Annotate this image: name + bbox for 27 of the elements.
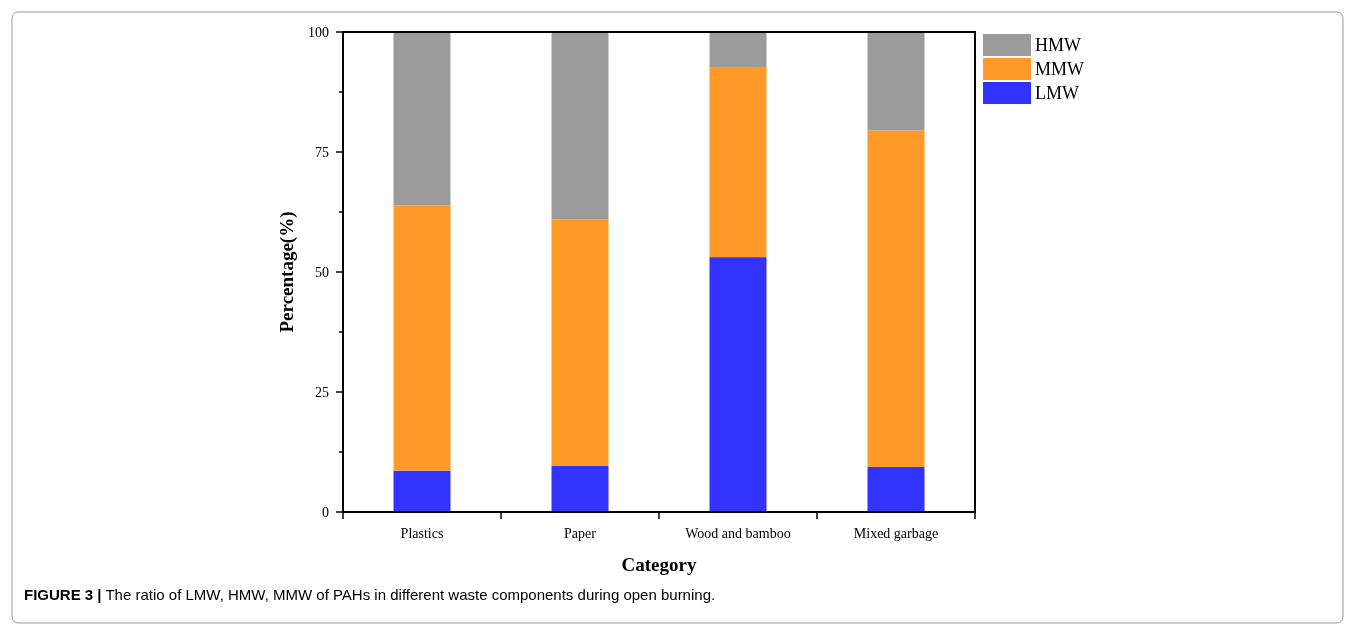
x-tick-label: Plastics (400, 526, 444, 541)
bar (709, 257, 767, 512)
bar (551, 465, 609, 512)
bar (393, 470, 451, 512)
legend-label: LMW (1035, 83, 1079, 104)
bar (551, 219, 609, 466)
y-tick-label: 25 (315, 384, 329, 400)
bar (867, 466, 925, 512)
bar (709, 32, 767, 68)
bar (709, 67, 767, 258)
x-tick-label: Paper (564, 526, 597, 541)
bar (393, 205, 451, 471)
x-tick-label: Wood and bamboo (685, 526, 791, 541)
bar (551, 32, 609, 220)
y-axis-title: Percentage(%) (276, 211, 298, 333)
bar (393, 32, 451, 206)
y-tick-label: 100 (308, 24, 329, 40)
y-tick-label: 75 (315, 144, 329, 160)
bar (867, 130, 925, 467)
legend-label: HMW (1035, 35, 1081, 56)
x-tick-label: Mixed garbage (853, 526, 939, 541)
bar (867, 32, 925, 131)
caption: FIGURE 3 | The ratio of LMW, HMW, MMW of PAHs in different waste components during open burning. (24, 586, 716, 603)
y-tick-label: 50 (315, 264, 329, 280)
legend-label: MMW (1035, 59, 1085, 80)
x-axis-title: Category (621, 554, 697, 575)
y-tick-label: 0 (322, 504, 329, 520)
